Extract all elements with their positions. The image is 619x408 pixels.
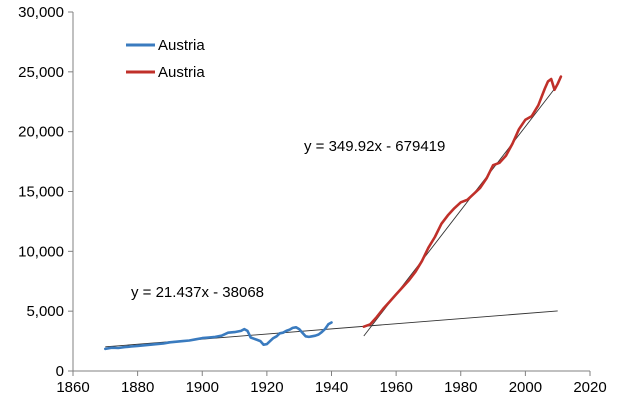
y-tick-label: 25,000 bbox=[18, 64, 64, 81]
legend-label: Austria bbox=[158, 64, 205, 81]
trendline-equations: y = 21.437x - 38068 y = 349.92x - 679419 bbox=[131, 138, 445, 301]
x-tick-label: 1960 bbox=[379, 379, 412, 396]
x-tick-label: 2020 bbox=[573, 379, 606, 396]
legend-label: Austria bbox=[158, 37, 205, 54]
y-tick-label: 5,000 bbox=[26, 303, 64, 320]
axes bbox=[72, 12, 590, 372]
y-tick-label: 0 bbox=[56, 363, 64, 380]
y-tick-label: 15,000 bbox=[18, 184, 64, 201]
x-tick-label: 1860 bbox=[56, 379, 89, 396]
trendline-equation-pre1940: y = 21.437x - 38068 bbox=[131, 284, 264, 301]
trendline-equation-post1950: y = 349.92x - 679419 bbox=[304, 138, 445, 155]
x-tick-label: 1920 bbox=[250, 379, 283, 396]
y-tick-label: 30,000 bbox=[18, 4, 64, 21]
data-series bbox=[104, 75, 563, 351]
x-tick-label: 2000 bbox=[509, 379, 542, 396]
x-tick-label: 1980 bbox=[444, 379, 477, 396]
x-axis-ticks: 1860 1880 1900 1920 1940 1960 1980 2000 2020 bbox=[56, 371, 607, 396]
series-austria-red-line bbox=[362, 75, 563, 329]
y-axis-ticks: 0 5,000 10,000 15,000 20,000 25,000 30,000 bbox=[18, 4, 73, 380]
x-tick-label: 1900 bbox=[186, 379, 219, 396]
series-austria-blue-line bbox=[104, 321, 333, 351]
legend: Austria Austria bbox=[126, 37, 205, 81]
y-tick-label: 20,000 bbox=[18, 124, 64, 141]
x-tick-label: 1880 bbox=[121, 379, 154, 396]
y-tick-label: 10,000 bbox=[18, 243, 64, 260]
x-tick-label: 1940 bbox=[315, 379, 348, 396]
trendlines bbox=[105, 84, 559, 348]
